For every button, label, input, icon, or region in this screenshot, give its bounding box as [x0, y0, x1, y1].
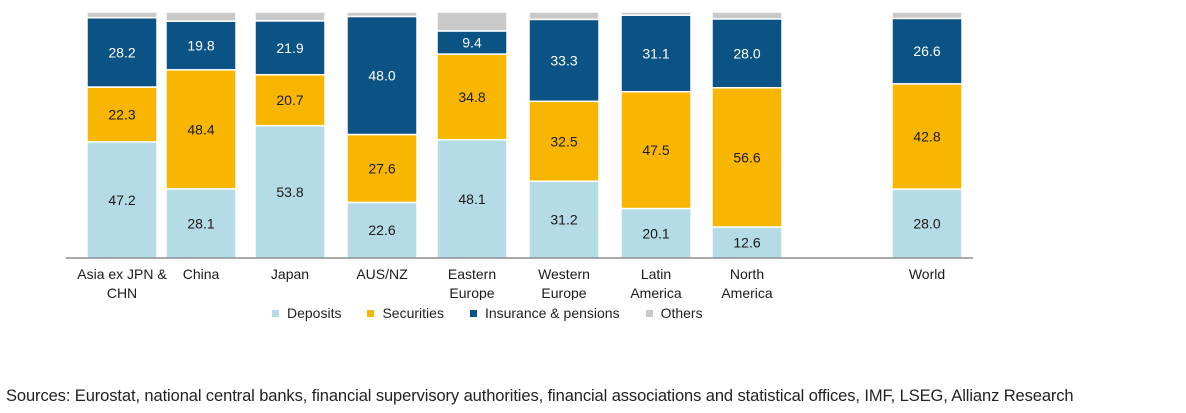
- bar-segment: [891, 11, 963, 20]
- legend-item: Securities: [367, 305, 444, 321]
- data-label: 34.8: [458, 89, 485, 105]
- bar-segment: [528, 18, 600, 103]
- data-label: 22.6: [368, 222, 395, 238]
- data-label: 47.5: [642, 142, 669, 158]
- source-note: Sources: Eurostat, national central bank…: [6, 387, 1074, 405]
- x-tick-label: Western: [538, 266, 590, 282]
- data-label: 19.8: [187, 37, 214, 53]
- data-label: 42.8: [913, 128, 940, 144]
- data-label: 20.7: [276, 92, 303, 108]
- chart-legend: Deposits Securities Insurance & pensions Ot…: [272, 305, 729, 321]
- data-label: 28.2: [108, 44, 135, 60]
- bar-segment: [528, 11, 600, 21]
- bar-segment: [346, 11, 418, 18]
- x-tick-label: Europe: [541, 285, 586, 300]
- bar-segment: [891, 17, 963, 85]
- data-label: 33.3: [550, 52, 577, 68]
- legend-label: Others: [660, 305, 703, 321]
- data-label: 27.6: [368, 160, 395, 176]
- bar-segment: [165, 20, 237, 71]
- legend-item: Insurance & pensions: [469, 305, 620, 321]
- x-tick-label: Japan: [271, 266, 309, 282]
- legend-label: Securities: [382, 305, 444, 321]
- x-tick-label: China: [183, 266, 220, 282]
- x-tick-label: World: [909, 266, 945, 282]
- bar-segment: [86, 11, 158, 19]
- data-label: 28.1: [187, 215, 214, 231]
- x-tick-label: America: [721, 285, 773, 300]
- data-label: 28.0: [733, 45, 760, 61]
- legend-swatch: [645, 309, 653, 317]
- bar-segment: [346, 133, 418, 204]
- bar-segment: [254, 11, 326, 22]
- bar-segment: [620, 11, 692, 16]
- bar-segment: [346, 15, 418, 136]
- legend-label: Insurance & pensions: [484, 305, 620, 321]
- data-label: 26.6: [913, 43, 940, 59]
- x-tick-label: AUS/NZ: [356, 266, 408, 282]
- data-label: 9.4: [462, 35, 482, 51]
- data-label: 48.0: [368, 67, 395, 83]
- legend-swatch: [469, 309, 477, 317]
- bar-segment: [254, 73, 326, 127]
- bar-segment: [711, 87, 783, 228]
- data-label: 56.6: [733, 149, 760, 165]
- stacked-bar-chart: 47.2 22.3 28.2 Asia ex JPN & CHN 28.1 48.4 19.8…: [66, 11, 973, 300]
- bar-segment: [254, 20, 326, 76]
- bar-segment: [165, 69, 237, 190]
- bar-segment: [620, 90, 692, 210]
- data-label: 28.0: [913, 216, 940, 232]
- x-tick-label: CHN: [107, 285, 137, 300]
- legend-item: Others: [645, 305, 703, 321]
- data-label: 31.1: [642, 45, 669, 61]
- bar-segment: [711, 11, 783, 20]
- legend-swatch: [367, 309, 375, 317]
- bar-segment: [620, 207, 692, 259]
- data-label: 32.5: [550, 133, 577, 149]
- bar-segment: [86, 141, 158, 259]
- bar-segment: [165, 11, 237, 22]
- bar-segment: [528, 180, 600, 259]
- x-tick-label: Europe: [449, 285, 494, 300]
- x-tick-label: North: [730, 266, 764, 282]
- data-label: 48.1: [458, 191, 485, 207]
- data-label: 53.8: [276, 184, 303, 200]
- bar-segment: [346, 201, 418, 259]
- data-label: 21.9: [276, 40, 303, 56]
- bar-segment: [891, 188, 963, 259]
- bar-segment: [528, 100, 600, 182]
- bar-segment: [436, 11, 508, 32]
- x-tick-label: Asia ex JPN &: [77, 266, 167, 282]
- legend-swatch: [272, 309, 279, 317]
- data-label: 12.6: [733, 235, 760, 251]
- x-tick-label: America: [630, 285, 682, 300]
- data-label: 47.2: [108, 192, 135, 208]
- bar-segment: [86, 86, 158, 143]
- legend-item: Deposits: [272, 305, 341, 321]
- data-label: 22.3: [108, 106, 135, 122]
- x-tick-label: Eastern: [448, 266, 496, 282]
- data-label: 31.2: [550, 212, 577, 228]
- data-label: 20.1: [642, 225, 669, 241]
- data-label: 48.4: [187, 121, 214, 137]
- legend-label: Deposits: [287, 305, 342, 321]
- bar-segment: [165, 188, 237, 259]
- bar-segment: [620, 14, 692, 93]
- x-tick-label: Latin: [641, 266, 671, 282]
